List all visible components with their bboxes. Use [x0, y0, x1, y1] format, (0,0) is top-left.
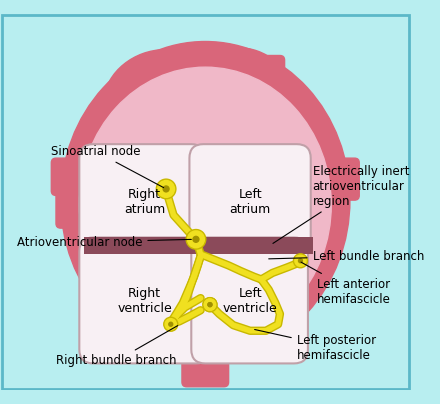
FancyBboxPatch shape	[51, 158, 98, 196]
FancyBboxPatch shape	[79, 144, 205, 256]
Circle shape	[295, 255, 306, 266]
FancyBboxPatch shape	[140, 60, 191, 112]
FancyBboxPatch shape	[190, 144, 311, 256]
Circle shape	[298, 259, 302, 263]
Text: Left
atrium: Left atrium	[229, 188, 271, 216]
Circle shape	[204, 299, 216, 310]
Text: Electrically inert
atrioventricular
region: Electrically inert atrioventricular regi…	[273, 165, 409, 243]
FancyBboxPatch shape	[84, 238, 312, 254]
Text: Right
ventricle: Right ventricle	[117, 287, 172, 315]
Circle shape	[193, 236, 199, 242]
Text: Left
ventricle: Left ventricle	[223, 287, 278, 315]
Text: Right
atrium: Right atrium	[124, 188, 165, 216]
Circle shape	[156, 179, 176, 199]
FancyBboxPatch shape	[79, 238, 210, 364]
Circle shape	[204, 299, 216, 310]
FancyBboxPatch shape	[191, 238, 308, 364]
Circle shape	[208, 303, 212, 307]
Circle shape	[165, 319, 176, 330]
Text: Left bundle branch: Left bundle branch	[269, 250, 424, 263]
FancyBboxPatch shape	[303, 158, 359, 200]
Circle shape	[187, 231, 204, 248]
FancyBboxPatch shape	[56, 191, 98, 228]
FancyBboxPatch shape	[2, 15, 409, 389]
Text: Sinoatrial node: Sinoatrial node	[51, 145, 164, 187]
Ellipse shape	[104, 50, 213, 145]
Circle shape	[208, 303, 212, 307]
FancyBboxPatch shape	[224, 55, 285, 121]
Text: Atrioventricular node: Atrioventricular node	[17, 236, 191, 248]
Text: Left anterior
hemifascicle: Left anterior hemifascicle	[301, 262, 391, 305]
Circle shape	[293, 254, 308, 268]
Circle shape	[169, 322, 173, 326]
Circle shape	[158, 181, 175, 197]
Circle shape	[203, 298, 217, 311]
Circle shape	[163, 186, 169, 192]
FancyBboxPatch shape	[182, 340, 229, 387]
Ellipse shape	[61, 42, 350, 359]
Ellipse shape	[79, 67, 331, 343]
Circle shape	[186, 229, 206, 249]
Text: Right bundle branch: Right bundle branch	[56, 326, 178, 367]
Text: Left posterior
hemifascicle: Left posterior hemifascicle	[255, 330, 376, 362]
Circle shape	[164, 317, 178, 331]
Ellipse shape	[192, 48, 293, 138]
Circle shape	[203, 298, 217, 311]
